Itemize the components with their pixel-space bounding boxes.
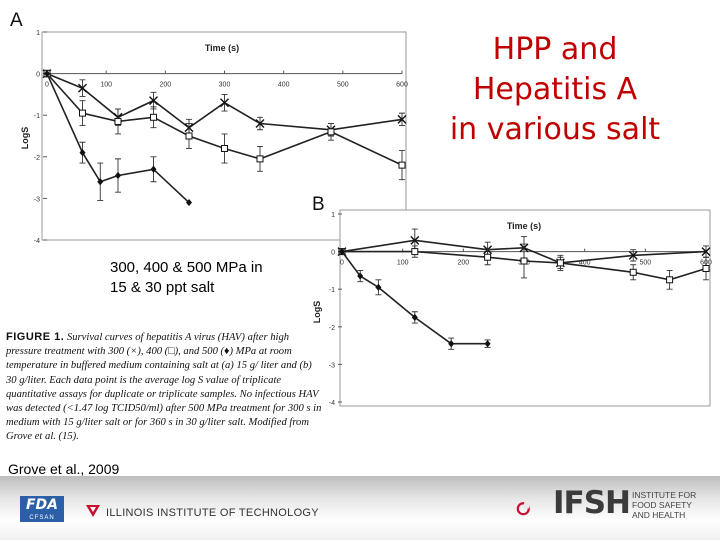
chart-a-point-x: [78, 83, 87, 93]
ifsh-logo-icon: [516, 502, 530, 516]
ifsh-subtitle-line: INSTITUTE FOR: [632, 490, 697, 500]
chart-a-point-square: [398, 161, 406, 169]
chart-b-point-square: [556, 259, 564, 267]
chart-b-point-x: [410, 235, 420, 245]
chart-a-x-tick-label: 0: [45, 82, 49, 89]
treatment-note-line: 15 & 30 ppt salt: [110, 279, 215, 296]
chart-b-x-tick-label: 200: [457, 260, 469, 267]
slide-title: HPP and Hepatitis A in various salt: [425, 30, 685, 150]
chart-b-xlabel: Time (s): [507, 221, 541, 231]
chart-b-y-tick-label: -1: [329, 287, 335, 294]
chart-b-y-tick-label: 1: [331, 212, 335, 219]
chart-a-point-x: [220, 98, 229, 108]
chart-b-series-line-diamond: [341, 251, 488, 345]
chart-b-x-tick-label: 400: [579, 260, 591, 267]
chart-a-x-tick-label: 300: [219, 82, 231, 89]
fda-logo-text: FDA: [20, 496, 64, 514]
treatment-note-line: 300, 400 & 500 MPa in: [110, 259, 263, 276]
chart-a-point-diamond: [97, 178, 104, 186]
ifsh-logo-text: IFSH: [553, 485, 631, 521]
chart-b-point-square: [520, 257, 528, 265]
chart-b-point-diamond: [484, 340, 491, 348]
chart-a-x-tick-label: 200: [159, 82, 171, 89]
chart-a-point-square: [256, 155, 264, 163]
ifsh-subtitle-line: AND HEALTH: [632, 510, 686, 520]
chart-b-point-square: [629, 268, 637, 276]
chart-b-point-square: [702, 265, 710, 273]
chart-a-axes: 0 100 200 300 400 500 600 1 0 -1 -2 -3 -4: [34, 30, 408, 245]
chart-a-point-diamond: [44, 70, 50, 78]
chart-a-point-square: [79, 109, 86, 117]
chart-b-series: [337, 228, 711, 350]
chart-a-x-tick-label: 400: [278, 82, 290, 89]
chart-a-point-square: [114, 117, 122, 125]
chart-b-x-tick-label: 100: [397, 260, 409, 267]
chart-b-plot-area: [339, 209, 711, 407]
chart-b-series-line-square: [342, 250, 707, 281]
chart-a-point-x: [149, 96, 158, 106]
citation: Grove et al., 2009: [6, 460, 122, 478]
chart-b-x-tick-label: 500: [639, 260, 651, 267]
chart-b-point-x: [628, 250, 638, 260]
chart-a-panel-label: A: [10, 10, 23, 31]
chart-a-y-tick-label: 0: [36, 72, 40, 79]
figure-caption-text: Survival curves of hepatitis A virus (HA…: [6, 332, 322, 443]
chart-b-point-diamond: [357, 272, 364, 280]
chart-a: A Time (s) LogS 0 100 200 300 400 500 600 1 0 -1 -…: [10, 10, 408, 245]
chart-b-y-tick-label: -4: [329, 400, 335, 407]
ifsh-subtitle: INSTITUTE FOR FOOD SAFETY AND HEALTH: [632, 490, 712, 520]
charts-canvas: A Time (s) LogS 0 100 200 300 400 500 60010-1-…: [10, 10, 712, 407]
chart-a-point-square: [327, 128, 335, 136]
chart-a-x-tick-label: 600: [396, 82, 408, 89]
chart-a-point-diamond: [186, 198, 192, 207]
iit-logo-icon: [86, 505, 100, 517]
chart-a-point-square: [185, 132, 193, 140]
slide-title-line: HPP and: [492, 32, 618, 67]
chart-a-point-diamond: [79, 149, 86, 157]
chart-a-ylabel: LogS: [20, 127, 30, 150]
footer-bar: [0, 476, 720, 540]
chart-b: B Time (s) LogS 010020030040050060010-1-…: [312, 194, 712, 407]
chart-b-point-diamond: [375, 283, 382, 291]
chart-a-point-square: [221, 144, 228, 152]
chart-a-point-diamond: [150, 165, 157, 173]
chart-b-point-square: [484, 253, 492, 261]
chart-a-y-tick-label: -4: [34, 238, 40, 245]
chart-a-xlabel: Time (s): [205, 43, 239, 53]
chart-b-point-square: [666, 276, 674, 284]
chart-a-point-x: [255, 119, 265, 129]
chart-a-plot-area: [41, 31, 407, 241]
chart-b-y-tick-label: -3: [329, 362, 335, 369]
chart-a-y-tick-label: 1: [36, 30, 40, 37]
chart-b-point-x: [701, 247, 711, 257]
iit-name: ILLINOIS INSTITUTE OF TECHNOLOGY: [106, 507, 319, 519]
fda-logo-subtext: CFSAN: [20, 514, 64, 522]
chart-a-point-x: [397, 114, 407, 124]
chart-b-y-tick-label: 0: [331, 250, 335, 257]
chart-a-series-line-diamond: [46, 73, 190, 204]
chart-b-panel-label: B: [312, 194, 325, 215]
chart-b-point-square: [411, 248, 419, 256]
figure-caption-label: FIGURE 1.: [6, 331, 65, 343]
treatment-note: 300, 400 & 500 MPa in 15 & 30 ppt salt: [110, 258, 263, 298]
chart-a-point-square: [150, 113, 157, 121]
chart-a-point-diamond: [115, 171, 121, 180]
chart-a-x-tick-label: 100: [100, 82, 112, 89]
chart-a-y-tick-label: -1: [34, 113, 40, 120]
chart-b-point-diamond: [448, 340, 455, 348]
slide-title-line: Hepatitis A: [472, 72, 638, 107]
chart-b-point-diamond: [411, 313, 418, 321]
chart-a-y-tick-label: -3: [34, 196, 40, 203]
slide-title-line: in various salt: [449, 112, 661, 147]
chart-a-y-tick-label: -2: [34, 155, 40, 162]
fda-logo: FDA CFSAN: [20, 496, 64, 522]
chart-b-point-diamond: [339, 248, 345, 256]
chart-a-x-tick-label: 500: [337, 82, 349, 89]
ifsh-subtitle-line: FOOD SAFETY: [632, 500, 692, 510]
chart-a-series: [42, 69, 407, 207]
chart-b-y-tick-label: -2: [329, 325, 335, 332]
figure-caption: FIGURE 1. Survival curves of hepatitis A…: [6, 330, 324, 445]
chart-b-ylabel: LogS: [312, 301, 322, 324]
chart-b-x-tick-label: 0: [340, 260, 344, 267]
